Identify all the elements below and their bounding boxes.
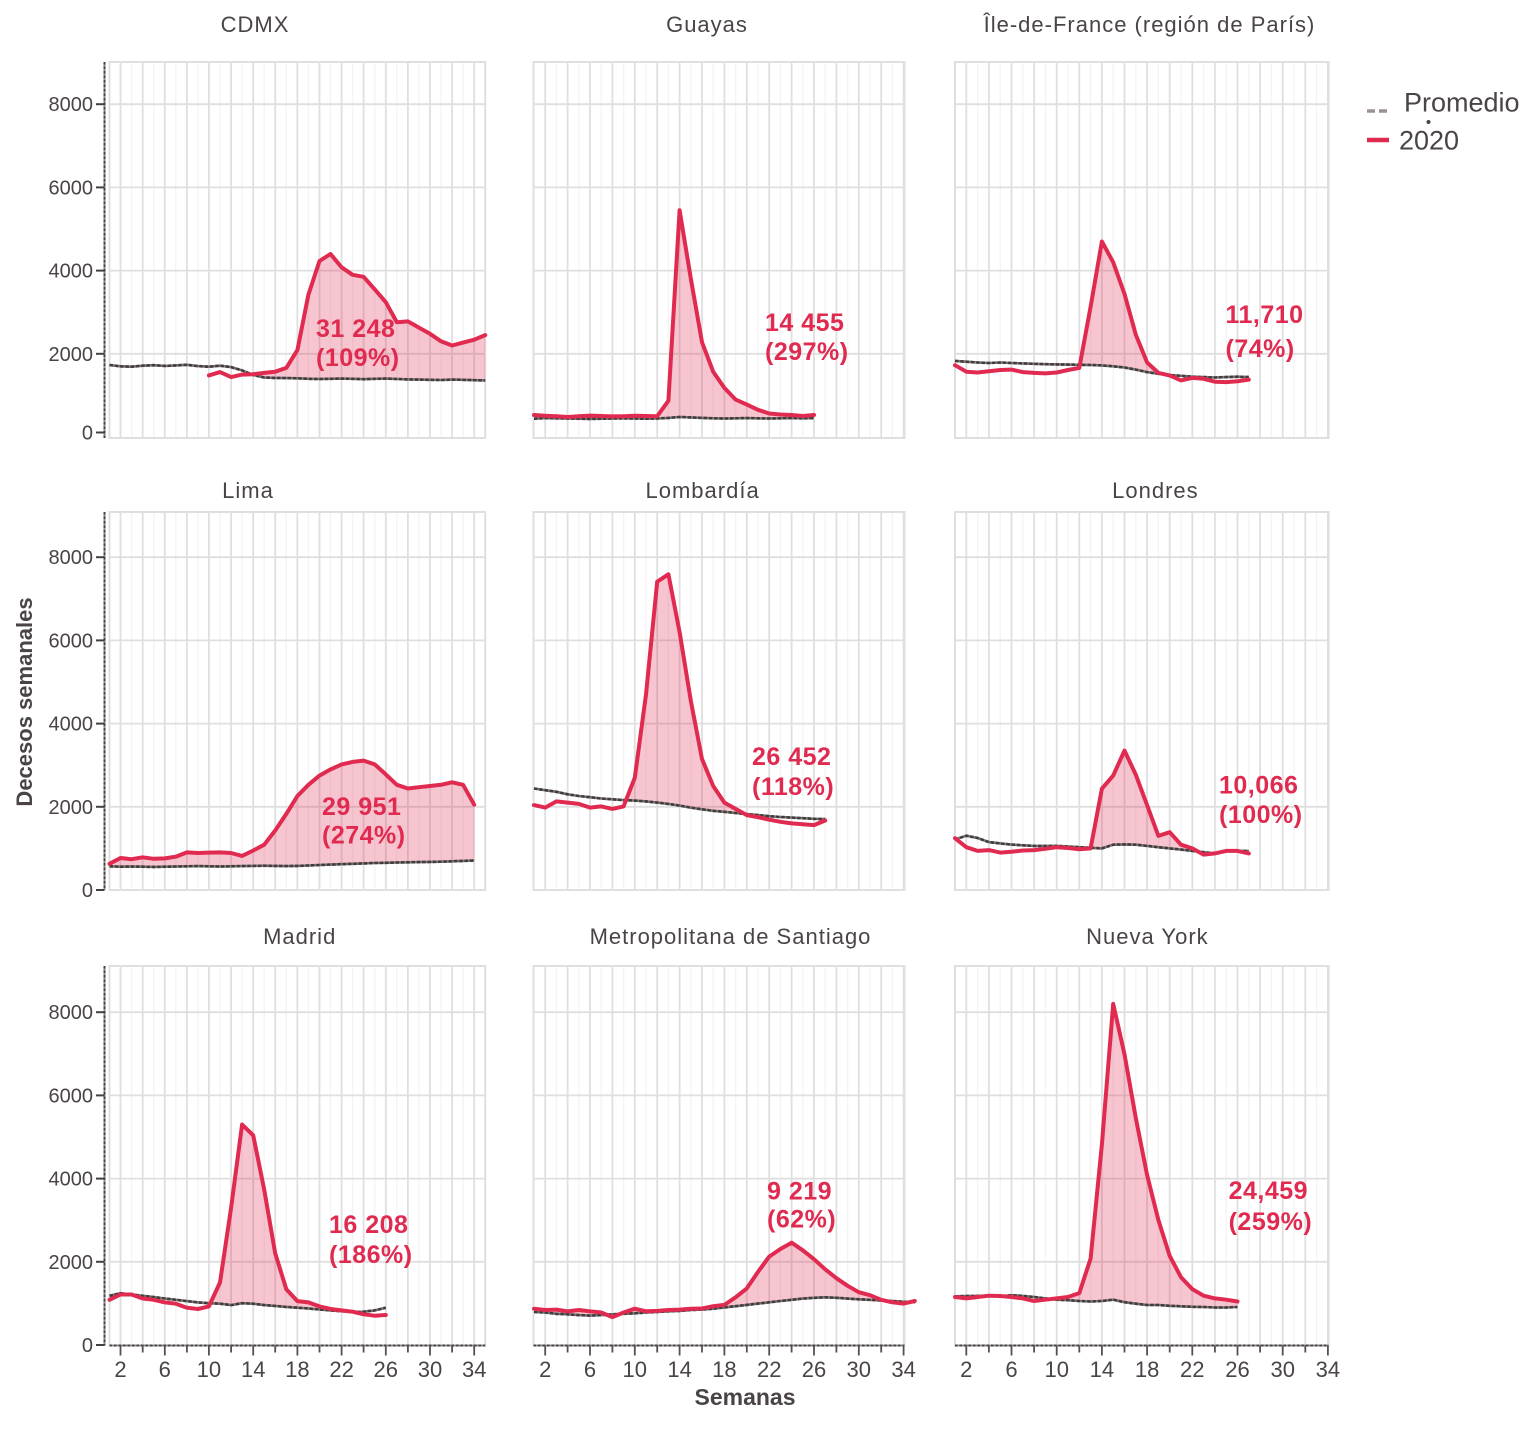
svg-text:0: 0 [82, 880, 93, 902]
svg-text:22: 22 [329, 1357, 353, 1382]
svg-text:22: 22 [757, 1357, 781, 1382]
svg-text:4000: 4000 [49, 1169, 94, 1191]
svg-text:2000: 2000 [49, 344, 94, 366]
svg-text:34: 34 [462, 1357, 486, 1382]
svg-text:26 452: 26 452 [752, 743, 831, 771]
svg-text:Lima: Lima [222, 478, 274, 503]
svg-text:(118%): (118%) [752, 773, 834, 801]
svg-text:Promedio: Promedio [1404, 88, 1520, 118]
svg-text:0: 0 [82, 1335, 93, 1357]
svg-text:6000: 6000 [49, 630, 94, 652]
svg-text:14: 14 [1090, 1357, 1114, 1382]
svg-text:Île-de-France (región de París: Île-de-France (región de París) [983, 12, 1316, 37]
svg-text:Madrid: Madrid [263, 924, 336, 949]
svg-text:14 455: 14 455 [765, 309, 844, 337]
svg-text:22: 22 [1180, 1357, 1204, 1382]
svg-text:2: 2 [114, 1357, 126, 1382]
svg-text:(297%): (297%) [765, 338, 849, 366]
svg-text:10,066: 10,066 [1219, 772, 1298, 800]
svg-text:26: 26 [802, 1357, 826, 1382]
svg-text:10: 10 [197, 1357, 221, 1382]
svg-text:Metropolitana de Santiago: Metropolitana de Santiago [590, 924, 872, 949]
svg-text:29 951: 29 951 [322, 793, 401, 821]
svg-text:18: 18 [1135, 1357, 1159, 1382]
svg-text:34: 34 [1316, 1357, 1340, 1382]
svg-text:34: 34 [891, 1357, 915, 1382]
svg-text:8000: 8000 [49, 547, 94, 569]
svg-text:2020: 2020 [1399, 126, 1459, 156]
svg-text:6: 6 [1005, 1357, 1017, 1382]
svg-text:(62%): (62%) [767, 1206, 836, 1234]
svg-text:4000: 4000 [49, 261, 94, 283]
svg-text:30: 30 [418, 1357, 442, 1382]
svg-text:26: 26 [1225, 1357, 1249, 1382]
svg-text:6: 6 [159, 1357, 171, 1382]
svg-text:(259%): (259%) [1229, 1208, 1313, 1236]
svg-text:(274%): (274%) [322, 822, 406, 850]
svg-text:Londres: Londres [1112, 478, 1199, 503]
svg-text:(74%): (74%) [1226, 335, 1295, 363]
svg-text:Guayas: Guayas [666, 12, 748, 37]
svg-text:CDMX: CDMX [221, 12, 290, 37]
svg-text:(109%): (109%) [316, 344, 400, 372]
svg-text:30: 30 [1270, 1357, 1294, 1382]
svg-text:(100%): (100%) [1219, 801, 1303, 829]
svg-text:18: 18 [285, 1357, 309, 1382]
svg-text:18: 18 [712, 1357, 736, 1382]
svg-text:Decesos semanales: Decesos semanales [12, 597, 37, 806]
svg-text:9 219: 9 219 [767, 1178, 832, 1206]
svg-text:6: 6 [584, 1357, 596, 1382]
svg-text:Semanas: Semanas [694, 1384, 795, 1410]
svg-text:30: 30 [847, 1357, 871, 1382]
svg-text:Nueva York: Nueva York [1086, 924, 1209, 949]
svg-text:24,459: 24,459 [1229, 1177, 1308, 1205]
svg-text:2000: 2000 [49, 797, 94, 819]
svg-text:10: 10 [623, 1357, 647, 1382]
svg-text:11,710: 11,710 [1226, 301, 1304, 329]
svg-text:2: 2 [539, 1357, 551, 1382]
svg-text:6000: 6000 [49, 1085, 94, 1107]
svg-text:0: 0 [82, 423, 93, 445]
svg-text:14: 14 [667, 1357, 691, 1382]
svg-text:8000: 8000 [49, 94, 94, 116]
svg-text:10: 10 [1044, 1357, 1068, 1382]
svg-text:14: 14 [241, 1357, 265, 1382]
svg-text:2: 2 [960, 1357, 972, 1382]
svg-text:8000: 8000 [49, 1002, 94, 1024]
svg-text:26: 26 [374, 1357, 398, 1382]
svg-text:16 208: 16 208 [329, 1211, 408, 1239]
svg-text:2000: 2000 [49, 1252, 94, 1274]
svg-text:Lombardía: Lombardía [646, 478, 760, 503]
svg-text:4000: 4000 [49, 714, 94, 736]
svg-text:6000: 6000 [49, 177, 94, 199]
svg-text:31 248: 31 248 [316, 315, 395, 343]
svg-text:(186%): (186%) [329, 1241, 413, 1269]
